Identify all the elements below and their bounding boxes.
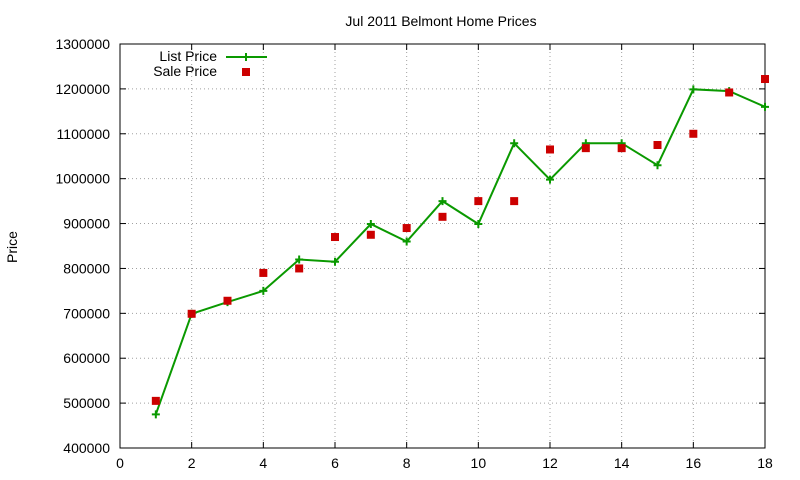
grid xyxy=(120,44,765,448)
y-tick-label: 700000 xyxy=(63,305,110,321)
sale-price-point xyxy=(510,197,519,206)
list-price-point xyxy=(761,102,769,111)
sale-price-point xyxy=(259,268,268,277)
list-price-point xyxy=(438,197,447,206)
sale-price-point xyxy=(438,212,447,221)
x-tick-label: 4 xyxy=(259,455,267,471)
sale-price-point xyxy=(581,144,590,153)
list-price-point xyxy=(546,175,554,184)
sale-price-point xyxy=(617,144,626,153)
legend-label-sale-price: Sale Price xyxy=(153,63,217,79)
y-tick-label: 1000000 xyxy=(55,171,110,187)
list-price-line xyxy=(154,88,766,415)
y-tick-label: 1200000 xyxy=(55,81,110,97)
list-price-point xyxy=(366,220,375,229)
y-tick-label: 900000 xyxy=(63,216,110,232)
x-tick-label: 10 xyxy=(471,455,487,471)
sale-price-point xyxy=(689,129,698,138)
y-tick-label: 400000 xyxy=(63,440,110,456)
y-tick-label: 600000 xyxy=(63,350,110,366)
plot-frame xyxy=(119,43,766,449)
y-tick-label: 1300000 xyxy=(55,36,110,52)
sale-price-point xyxy=(295,264,304,273)
series-sale-price xyxy=(151,75,769,405)
chart-title: Jul 2011 Belmont Home Prices xyxy=(345,13,536,29)
x-tick-label: 6 xyxy=(331,455,339,471)
x-tick-label: 8 xyxy=(403,455,411,471)
sale-price-point xyxy=(725,88,734,97)
list-price-point xyxy=(510,139,519,148)
list-price-point xyxy=(402,237,411,246)
sale-price-point xyxy=(151,396,160,405)
y-tick-label: 1100000 xyxy=(57,126,111,142)
x-tick-label: 12 xyxy=(542,455,558,471)
legend: List Price Sale Price xyxy=(153,48,267,79)
list-price-point xyxy=(331,257,339,266)
axis-ticks xyxy=(119,43,766,449)
sale-price-point xyxy=(366,230,375,239)
legend-label-list-price: List Price xyxy=(159,48,217,64)
legend-swatch-sale-price xyxy=(242,68,250,76)
sale-price-point xyxy=(402,224,411,233)
y-tick-label: 800000 xyxy=(63,260,110,276)
legend-marker-list-price xyxy=(242,53,250,61)
list-price-point xyxy=(151,410,160,419)
x-tick-label: 18 xyxy=(757,455,773,471)
sale-price-point xyxy=(223,296,232,305)
sale-price-point xyxy=(546,145,554,154)
x-tick-label: 16 xyxy=(686,455,702,471)
sale-price-point xyxy=(653,141,662,149)
sale-price-point xyxy=(187,309,196,318)
list-price-point xyxy=(653,161,662,170)
sale-price-point xyxy=(474,197,483,206)
sale-price-point xyxy=(761,75,769,84)
x-tick-label: 14 xyxy=(614,455,630,471)
sale-price-point xyxy=(331,233,339,242)
list-price-point xyxy=(689,85,698,94)
x-tick-label: 0 xyxy=(116,455,124,471)
list-price-point xyxy=(259,286,268,295)
y-axis-label: Price xyxy=(4,231,20,263)
list-price-point xyxy=(474,220,483,229)
list-price-point xyxy=(295,255,304,264)
axis-tick-labels: 0 2 4 6 8 10 12 14 16 18 400000 500000 600000 700000 8… xyxy=(55,36,773,471)
series-list-price xyxy=(151,85,769,419)
series xyxy=(151,75,769,419)
x-tick-label: 2 xyxy=(188,455,196,471)
y-tick-label: 500000 xyxy=(63,395,110,411)
